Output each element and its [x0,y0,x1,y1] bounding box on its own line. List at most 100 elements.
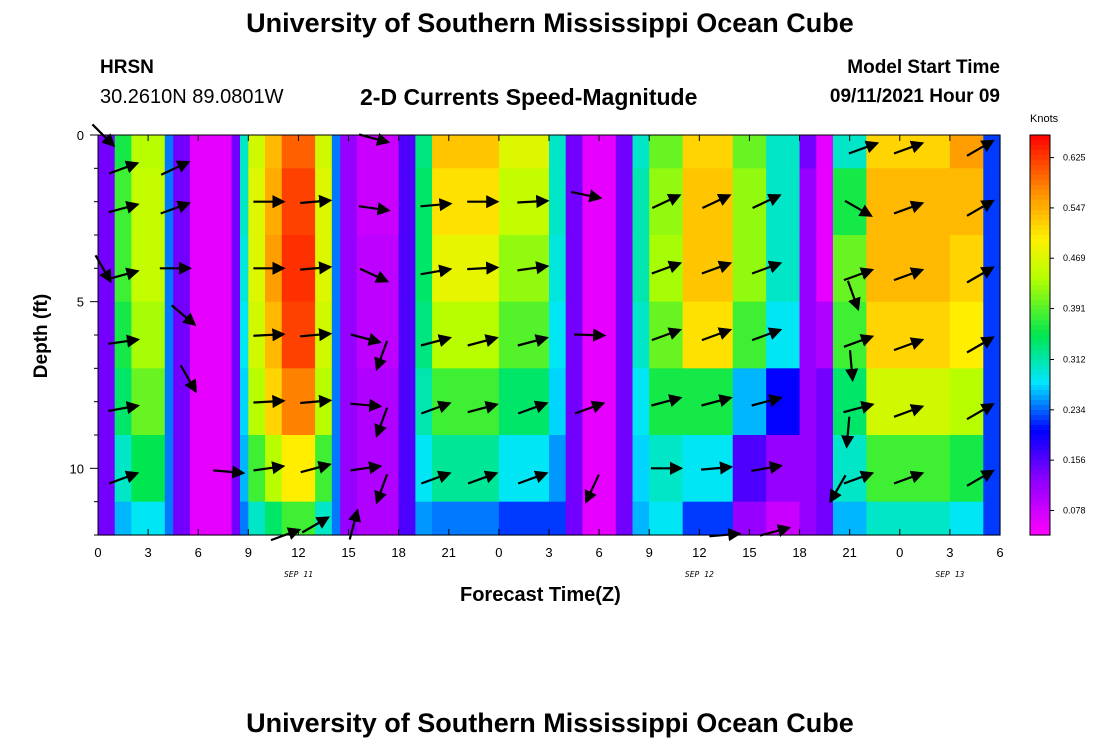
current-vector-arrow [841,416,855,449]
axes: 0 3 6 9 12 15 18 21 0 3 6 9 12 15 18 21 0 3 6 0 5 10 SEP 11 SEP… [70,128,1004,579]
x-tick-label: 6 [996,545,1003,560]
colorbar-segment [1030,465,1050,471]
heatmap-cell [582,435,617,503]
heatmap-cell [983,435,1001,503]
colorbar-segment [1030,515,1050,521]
colorbar-segment [1030,200,1050,206]
current-vector-arrow [752,193,782,209]
heatmap-cell [498,135,550,169]
heatmap-cell [189,135,233,169]
colorbar-segment [1030,385,1050,391]
colorbar-segment [1030,495,1050,501]
heatmap-cell [415,235,433,303]
colorbar-segment [1030,445,1050,451]
heatmap-cell [164,368,174,436]
current-vector-arrow [966,199,995,217]
current-vector-arrow [420,400,452,415]
colorbar-segment [1030,485,1050,491]
heatmap-cell [340,235,358,303]
current-vector-arrow [467,470,499,485]
heatmap-cell [189,501,233,536]
heatmap-cell [398,301,416,369]
heatmap-cell [766,301,801,369]
heatmap-cell [582,168,617,236]
heatmap-cell [173,168,191,236]
current-vector-arrow [300,328,333,342]
colorbar-segment [1030,460,1050,466]
current-vector-arrow [160,160,191,176]
colorbar-segment [1030,285,1050,291]
heatmap-cell [114,435,132,503]
colorbar-segment [1030,220,1050,226]
colorbar-segment [1030,170,1050,176]
x-tick-label: 18 [792,545,806,560]
heatmap-cell [331,168,341,236]
heatmap-cell [983,301,1001,369]
current-vector-arrow [160,200,191,215]
heatmap-cell [866,301,951,369]
date-label: SEP 11 [284,570,313,579]
heatmap-cell [432,501,500,536]
colorbar-tick-label: 0.469 [1063,253,1086,263]
heatmap-cell [398,501,416,536]
heatmap-cell [231,235,241,303]
colorbar-segment [1030,345,1050,351]
heatmap-cell [549,435,567,503]
colorbar-segment [1030,320,1050,326]
current-vector-arrow [893,267,925,282]
heatmap-cell [248,135,266,169]
heatmap-cell [340,135,358,169]
heatmap-cell [632,368,650,436]
heatmap-cell [265,135,283,169]
heatmap-cell [949,435,984,503]
colorbar-segment [1030,510,1050,516]
heatmap-cell [766,501,801,536]
heatmap-cell [189,168,233,236]
heatmap-cell [832,235,867,303]
heatmap-cell [549,301,567,369]
current-vector-arrow [701,260,733,275]
current-vector-arrow [829,474,847,504]
current-vector-arrow [420,470,452,485]
current-vector-arrow [651,394,683,408]
colorbar-segment [1030,300,1050,306]
heatmap-cell [98,235,116,303]
heatmap-cell [565,235,583,303]
current-vector-arrow [350,461,383,475]
heatmap-cell [799,235,817,303]
current-vector-arrow [751,461,784,475]
colorbar-segment [1030,140,1050,146]
current-vector-arrow [358,132,391,146]
colorbar-segment [1030,275,1050,281]
heatmap-cell [732,168,767,236]
heatmap-cell [415,135,433,169]
current-vector-arrow [848,140,880,155]
heatmap-cell [356,168,400,236]
colorbar-segment [1030,390,1050,396]
heatmap-cell [173,301,191,369]
heatmap-cell [98,368,116,436]
heatmap-cell [131,168,166,236]
heatmap-cell [248,501,266,536]
colorbar-segment [1030,420,1050,426]
current-vector-arrow [966,266,995,284]
colorbar-segment [1030,520,1050,526]
heatmap-cell [766,435,801,503]
colorbar-segment [1030,475,1050,481]
current-vector-arrow [420,264,453,278]
heatmap-cell [114,168,132,236]
current-vector-arrow [213,465,246,479]
heatmap-cell [265,501,283,536]
heatmap-cell [114,368,132,436]
heatmap-cell [832,368,867,436]
heatmap-cell [331,301,341,369]
heatmap-cell [114,501,132,536]
heatmap-cell [565,368,583,436]
current-vector-arrow [108,200,140,214]
heatmap-cell [131,435,166,503]
heatmap-cell [632,235,650,303]
heatmap-cell [432,301,500,369]
colorbar-segment [1030,230,1050,236]
heatmap-cell [415,168,433,236]
